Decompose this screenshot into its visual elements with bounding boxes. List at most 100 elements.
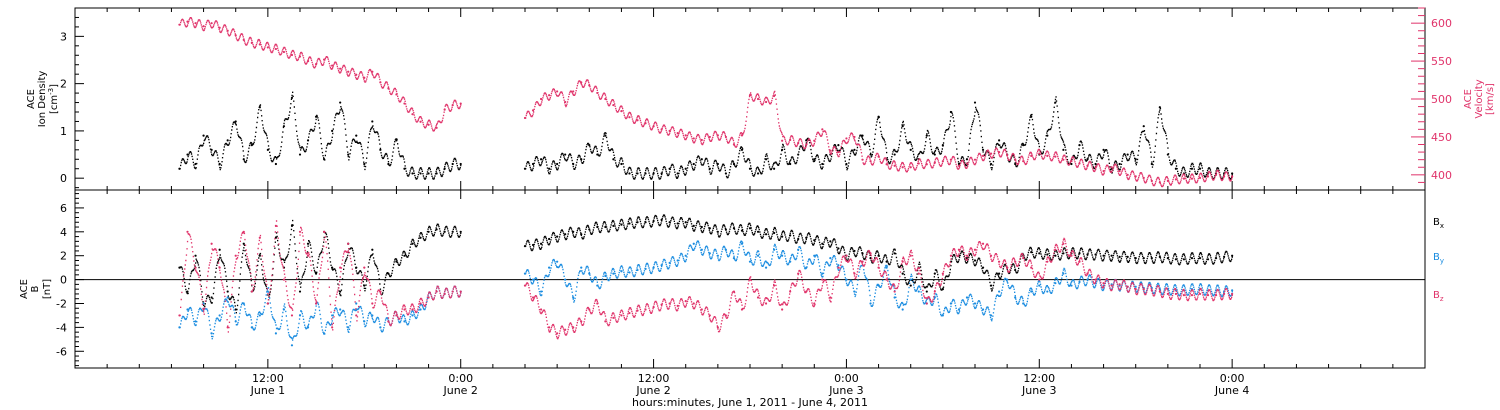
- density-point: [523, 167, 527, 170]
- bz-point: [1070, 254, 1073, 257]
- by-point: [572, 296, 575, 299]
- bx-point: [427, 230, 430, 233]
- bz-point: [1190, 294, 1194, 297]
- by-point: [981, 308, 985, 311]
- y-tick-label: 0: [60, 172, 67, 185]
- density-point: [443, 167, 446, 170]
- x-tick-date-label: June 3: [1021, 384, 1056, 397]
- density-point: [1094, 162, 1097, 166]
- bx-point: [909, 284, 912, 287]
- by-point: [1231, 289, 1234, 292]
- velocity-point: [371, 70, 374, 73]
- by-point: [628, 271, 631, 274]
- velocity-point: [1006, 154, 1009, 157]
- bz-point: [1198, 292, 1202, 296]
- by-point: [684, 254, 687, 257]
- bz-point: [813, 302, 816, 305]
- bx-point: [531, 243, 535, 247]
- by-point: [692, 242, 695, 245]
- bz-point: [909, 254, 912, 257]
- bx-point: [853, 249, 856, 253]
- bz-point: [861, 260, 864, 263]
- velocity-point: [331, 64, 334, 67]
- bx-point: [716, 230, 719, 233]
- bx-point: [869, 256, 872, 260]
- bz-point: [1046, 260, 1049, 263]
- by-point: [323, 332, 326, 335]
- x-tick-date-label: June 4: [1214, 384, 1249, 397]
- bx-point: [1174, 258, 1177, 261]
- bx-point: [813, 239, 816, 242]
- bz-point: [523, 284, 527, 287]
- by-point: [298, 314, 302, 317]
- bz-point: [1223, 292, 1226, 296]
- bz-point: [893, 290, 896, 293]
- bx-point: [443, 230, 446, 233]
- by-point: [668, 261, 671, 264]
- bz-point: [371, 302, 374, 305]
- x-tick-date-label: June 1: [250, 384, 285, 397]
- density-point: [861, 134, 864, 137]
- velocity-point: [314, 63, 318, 66]
- by-trace: [179, 285, 462, 341]
- velocity-tick-label: 550: [1431, 55, 1452, 68]
- by-point: [1062, 272, 1065, 275]
- velocity-point: [805, 143, 808, 146]
- bx-point: [371, 248, 374, 251]
- by-point: [403, 320, 406, 323]
- velocity-point: [1182, 177, 1186, 180]
- bx-point: [628, 222, 631, 225]
- velocity-point: [323, 58, 326, 61]
- bx-point: [700, 225, 703, 229]
- by-point: [724, 248, 727, 251]
- density-unit-suffix: ]: [49, 84, 60, 88]
- by-point: [604, 274, 607, 278]
- velocity-point: [556, 90, 559, 93]
- velocity-point: [901, 166, 904, 169]
- bx-point: [748, 227, 752, 230]
- by-point: [1022, 302, 1025, 305]
- velocity-point: [1150, 179, 1153, 182]
- by-point: [805, 266, 808, 269]
- density-point: [282, 125, 286, 128]
- density-point: [1046, 134, 1049, 137]
- velocity-point: [1190, 177, 1194, 180]
- velocity-point: [580, 81, 583, 84]
- bz-point: [708, 314, 711, 317]
- bz-point: [981, 242, 985, 245]
- by-point: [306, 326, 310, 329]
- density-point: [531, 162, 535, 166]
- density-axis: 0 1 2 3: [60, 7, 84, 189]
- bx-point: [539, 242, 543, 245]
- by-point: [355, 302, 358, 305]
- legend-bz-name: B: [1433, 290, 1440, 301]
- y-tick-label: 3: [60, 30, 67, 43]
- velocity-point: [756, 97, 760, 101]
- by-point: [1006, 278, 1009, 281]
- velocity-point: [965, 162, 969, 165]
- density-ylabel-line1: ACE: [26, 89, 37, 109]
- density-point: [636, 172, 639, 175]
- velocity-point: [684, 134, 687, 137]
- velocity-point: [379, 81, 382, 84]
- density-point: [604, 134, 607, 137]
- by-point: [821, 272, 824, 275]
- by-point: [708, 252, 711, 255]
- density-point: [194, 162, 197, 166]
- bz-point: [218, 266, 221, 269]
- y-tick-label: -6: [56, 345, 67, 358]
- velocity-point: [419, 120, 422, 123]
- bx-point: [684, 221, 687, 224]
- density-point: [989, 162, 993, 166]
- bz-point: [1030, 266, 1033, 269]
- bz-point: [1102, 282, 1105, 285]
- density-point: [355, 134, 358, 137]
- bx-point: [1166, 256, 1169, 260]
- bz-point: [989, 254, 993, 257]
- density-point: [290, 96, 294, 99]
- density-point: [612, 158, 615, 161]
- bz-point: [604, 320, 607, 323]
- bx-point: [1030, 251, 1033, 254]
- density-point: [1231, 172, 1234, 175]
